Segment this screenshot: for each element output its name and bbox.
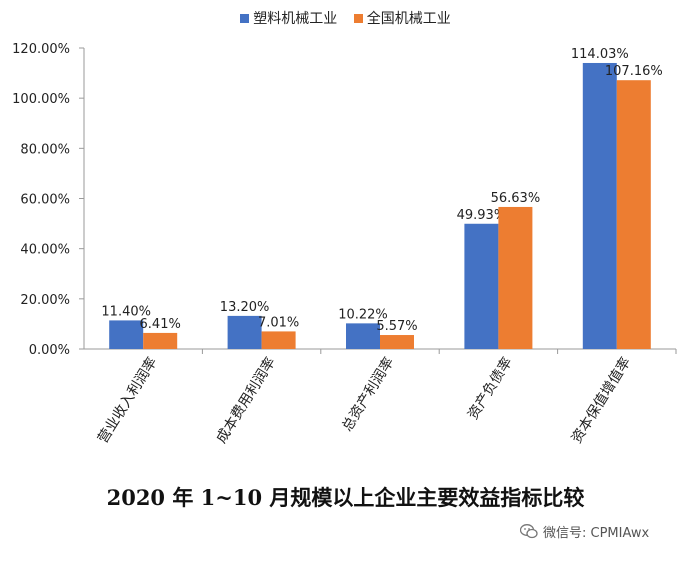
data-label-1-1: 11.40% [101, 304, 151, 319]
data-label-2-1: 6.41% [140, 317, 181, 332]
y-tick-label: 40.00% [20, 243, 70, 258]
legend-item-series-2: 全国机械工业 [353, 8, 451, 28]
y-tick-label: 100.00% [12, 92, 70, 107]
bar-2-3 [380, 335, 414, 349]
bar-1-5 [582, 62, 617, 349]
x-category-label-1: 营业收入利润率 [94, 354, 160, 446]
legend: 塑料机械工业 全国机械工业 [0, 8, 691, 28]
y-tick-label: 60.00% [20, 193, 70, 208]
watermark: 微信号: CPMIAwx [520, 522, 649, 541]
bar-1-1 [109, 320, 144, 349]
y-tick-label: 120.00% [12, 42, 70, 57]
bar-2-2 [261, 331, 296, 349]
legend-label-series-2: 全国机械工业 [366, 11, 451, 27]
y-tick-label: 0.00% [29, 343, 70, 358]
bar-2-1 [143, 332, 178, 349]
y-tick-label: 20.00% [20, 293, 70, 308]
bar-1-2 [227, 315, 262, 349]
x-category-label-2: 成本费用利润率 [213, 354, 279, 446]
data-label-2-3: 5.57% [376, 319, 417, 334]
x-category-label-4: 资产负债率 [464, 354, 516, 422]
data-label-2-2: 7.01% [258, 315, 299, 330]
watermark-text: 微信号: CPMIAwx [543, 526, 650, 541]
wechat-icon [520, 524, 538, 539]
data-label-1-3: 10.22% [338, 307, 388, 322]
data-label-1-2: 13.20% [220, 300, 270, 315]
y-tick-label: 80.00% [20, 142, 70, 157]
legend-label-series-1: 塑料机械工业 [253, 11, 338, 27]
data-label-1-4: 49.93% [457, 208, 507, 223]
plot-area: 0.00% 20.00% 40.00% 60.00% 80.00% 100.00% 120.… [12, 42, 677, 446]
chart-title: 2020 年 1~10 月规模以上企业主要效益指标比较 [106, 485, 585, 510]
legend-swatch-series-2 [353, 13, 363, 23]
bar-2-4 [498, 206, 533, 349]
bar-1-3 [346, 323, 380, 349]
data-label-2-4: 56.63% [491, 191, 541, 206]
legend-swatch-series-1 [240, 13, 250, 23]
bar-1-4 [464, 223, 499, 349]
data-label-1-5: 114.03% [571, 47, 629, 62]
x-category-label-3: 总资产利润率 [338, 354, 397, 434]
data-label-2-5: 107.16% [605, 64, 663, 79]
legend-item-series-1: 塑料机械工业 [240, 8, 337, 28]
x-category-label-5: 资本保值增值率 [568, 354, 634, 446]
bar-2-5 [616, 80, 651, 349]
